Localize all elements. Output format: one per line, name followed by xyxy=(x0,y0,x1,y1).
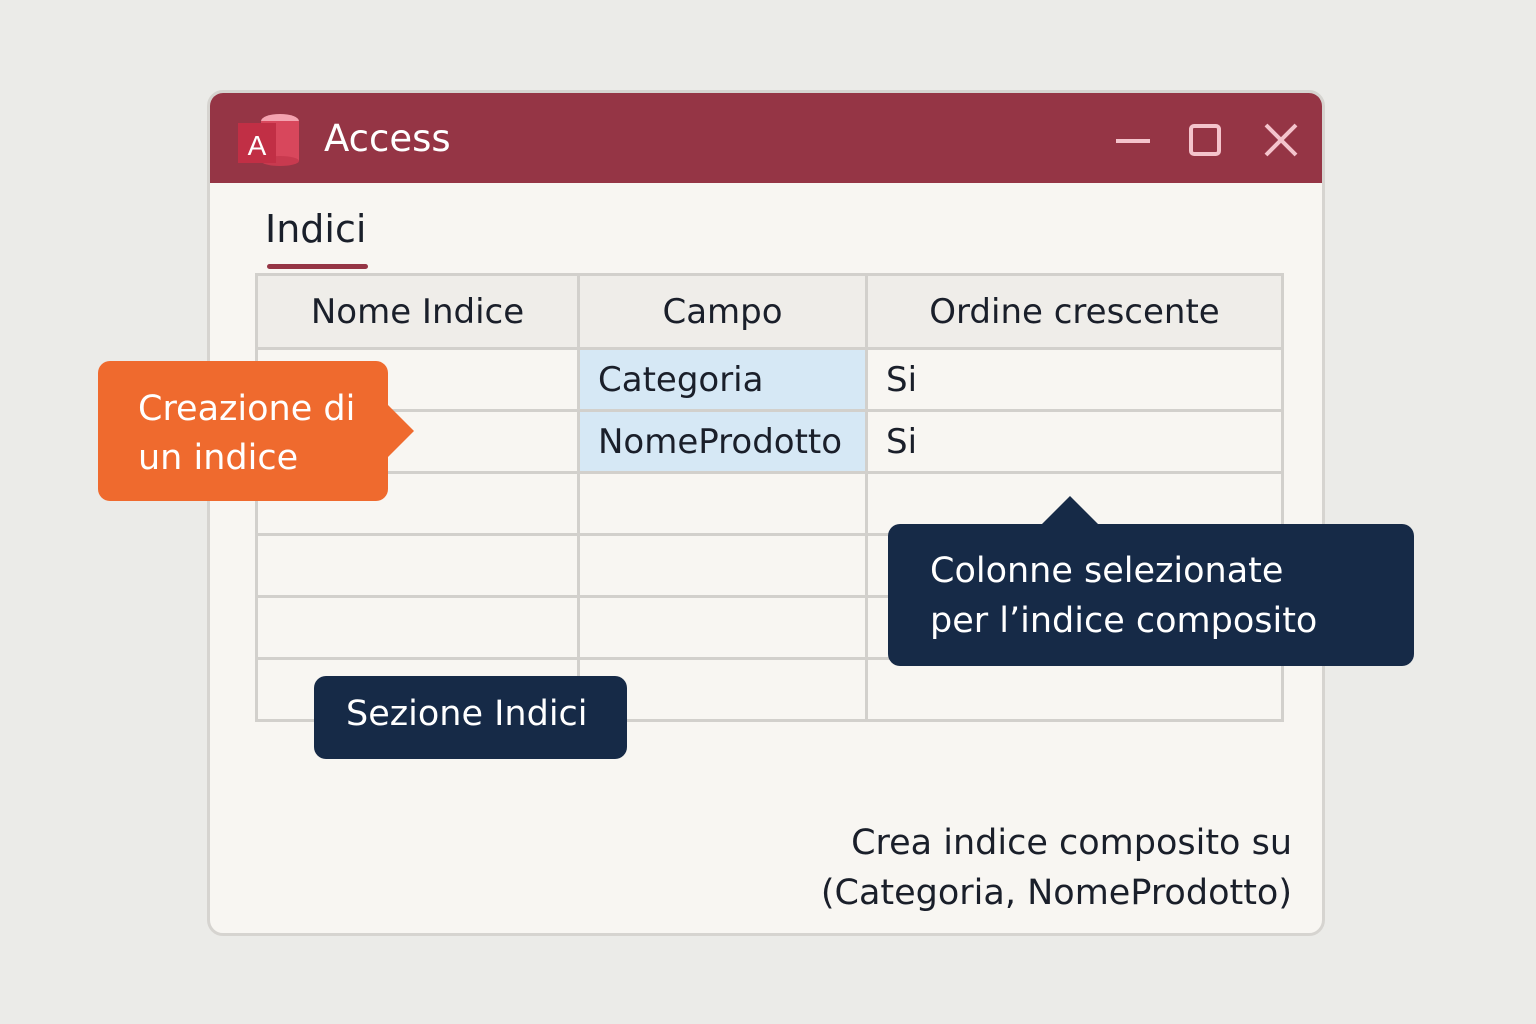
maximize-icon[interactable] xyxy=(1180,115,1230,165)
section-title[interactable]: Indici xyxy=(265,207,367,251)
callout-line: un indice xyxy=(138,438,299,478)
note-line: Crea indice composito su xyxy=(851,823,1292,863)
access-window: A Access Indici Nome Indice Campo Ordine… xyxy=(207,90,1325,936)
note-line: (Categoria, NomeProdotto) xyxy=(820,873,1292,913)
access-logo-icon: A xyxy=(238,114,299,166)
active-tab-indicator xyxy=(267,264,368,269)
table-cell[interactable] xyxy=(255,595,580,660)
table-cell[interactable] xyxy=(577,471,868,536)
create-index-callout: Creazione di un indice xyxy=(98,361,414,501)
table-row: Categoria Si xyxy=(255,347,1284,412)
selected-columns-callout: Colonne selezionate per l’indice composi… xyxy=(888,496,1414,666)
close-icon[interactable] xyxy=(1256,115,1306,165)
table-header-row: Nome Indice Campo Ordine crescente xyxy=(255,273,1284,350)
svg-text:A: A xyxy=(248,130,267,161)
column-header: Ordine crescente xyxy=(865,273,1284,350)
table-cell[interactable]: Si xyxy=(865,409,1284,474)
callout-line: Colonne selezionate xyxy=(930,551,1284,591)
table-cell[interactable]: NomeProdotto xyxy=(577,409,868,474)
minimize-icon[interactable] xyxy=(1108,115,1158,165)
column-header: Campo xyxy=(577,273,868,350)
title-bar: A Access xyxy=(210,93,1322,183)
column-header: Nome Indice xyxy=(255,273,580,350)
app-title: Access xyxy=(324,117,451,160)
section-label-callout: Sezione Indici xyxy=(314,676,627,759)
table-cell[interactable] xyxy=(255,533,580,598)
callout-line: Creazione di xyxy=(138,389,356,429)
table-cell[interactable] xyxy=(865,657,1284,722)
composite-index-note: Crea indice composito su (Categoria, Nom… xyxy=(821,818,1292,918)
callout-line: per l’indice composito xyxy=(930,601,1318,641)
table-row: NomeProdotto Si xyxy=(255,409,1284,474)
table-cell[interactable] xyxy=(577,595,868,660)
table-cell[interactable]: Si xyxy=(865,347,1284,412)
table-cell[interactable] xyxy=(577,533,868,598)
table-cell[interactable]: Categoria xyxy=(577,347,868,412)
